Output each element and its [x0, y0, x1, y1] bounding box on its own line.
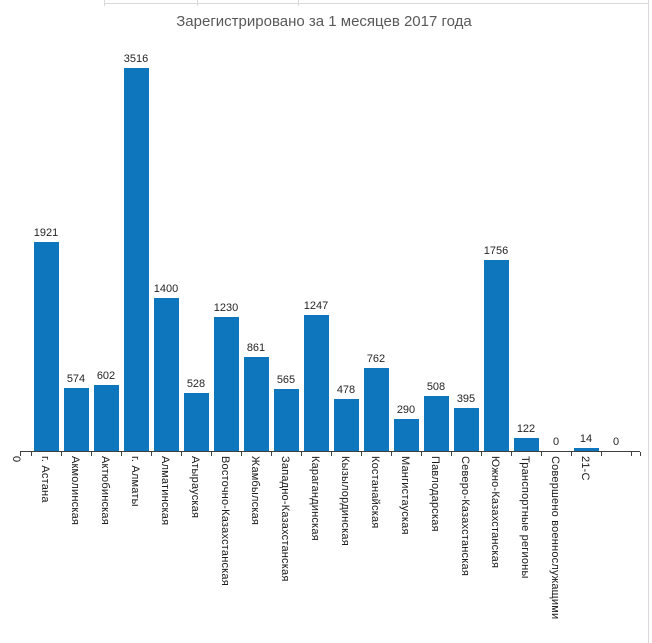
bar-category-label: Северо-Казахстанская: [459, 456, 471, 576]
origin-zero-label: 0: [10, 456, 22, 463]
bar-value-label: 861: [246, 342, 266, 354]
bar-category-label: Южно-Казахстанская: [489, 456, 501, 569]
frame-cell-divider: [197, 0, 198, 6]
bar: [513, 438, 539, 451]
axis-tick: [391, 452, 392, 456]
axis-tick: [361, 452, 362, 456]
bar-category-label: г. Алматы: [129, 456, 141, 507]
bar: [483, 260, 509, 451]
bar: [93, 385, 119, 451]
bar-value-label: 1756: [483, 245, 509, 257]
bar-category-label: Карагандинская: [309, 456, 321, 541]
bar: [63, 388, 89, 451]
bar: [453, 408, 479, 451]
bar: [33, 242, 59, 451]
bar-category-label: Мангистауская: [399, 456, 411, 535]
axis-tick: [151, 452, 152, 456]
bar: [363, 368, 389, 451]
chart-title: Зарегистрировано за 1 месяцев 2017 года: [176, 13, 472, 30]
axis-tick: [61, 452, 62, 456]
bar-value-label: 122: [516, 423, 536, 435]
bar-value-label: 478: [336, 384, 356, 396]
bar: [393, 419, 419, 451]
bar-value-label: 528: [186, 378, 206, 390]
bar-value-label: 14: [579, 433, 593, 445]
bar: [333, 399, 359, 451]
axis-tick: [301, 452, 302, 456]
axis-tick: [640, 452, 641, 456]
bar-value-label: 508: [426, 381, 446, 393]
bar-value-label: 574: [66, 373, 86, 385]
bar-category-label: Жамбылская: [249, 456, 261, 526]
bar-value-label: 1921: [33, 227, 59, 239]
bar: [213, 317, 239, 451]
bar-category-label: Алматинская: [159, 456, 171, 526]
axis-tick: [271, 452, 272, 456]
axis-tick: [601, 452, 602, 456]
bar-category-label: Совершено военнослужащими: [549, 456, 561, 620]
axis-tick: [541, 452, 542, 456]
bar: [243, 357, 269, 451]
bar-value-label: 602: [96, 370, 116, 382]
axis-tick: [331, 452, 332, 456]
bar-value-label: 762: [366, 353, 386, 365]
axis-tick: [451, 452, 452, 456]
bar: [123, 68, 149, 451]
bar-value-label: 3516: [123, 53, 149, 65]
bar-value-label: 1230: [213, 302, 239, 314]
bar-category-label: Атырауская: [189, 456, 201, 519]
axis-tick: [121, 452, 122, 456]
bar-category-label: г. Астана: [39, 456, 51, 503]
frame-cell-divider: [298, 0, 299, 6]
axis-tick: [31, 452, 32, 456]
bar-value-label: 395: [456, 393, 476, 405]
bar-category-label: Костанайская: [369, 456, 381, 529]
axis-tick: [181, 452, 182, 456]
axis-tick: [91, 452, 92, 456]
bar-category-label: Транспортные регионы: [519, 456, 531, 579]
bar-category-label: Актюбинская: [99, 456, 111, 525]
bar-value-label: 0: [552, 436, 560, 448]
bar: [183, 393, 209, 451]
frame-cell-divider: [104, 0, 105, 6]
axis-tick: [421, 452, 422, 456]
axis-tick: [241, 452, 242, 456]
axis-tick: [20, 452, 21, 456]
frame-top-line: [104, 3, 648, 4]
bar: [153, 298, 179, 451]
bar-category-label: Западно-Казахстанская: [279, 456, 291, 582]
bar-value-label: 565: [276, 374, 296, 386]
axis-tick: [511, 452, 512, 456]
bar-category-label: 21-С: [579, 456, 591, 481]
bar-value-label: 1247: [303, 300, 329, 312]
axis-tick: [571, 452, 572, 456]
x-axis: [20, 451, 640, 452]
bar: [303, 315, 329, 451]
bar-category-label: Кызылординская: [339, 456, 351, 546]
bar-category-label: Восточно-Казахстанская: [219, 456, 231, 586]
bar: [423, 396, 449, 451]
bar-value-label: 0: [612, 436, 620, 448]
frame-right-line: [648, 0, 649, 643]
bar-category-label: Павлодарская: [429, 456, 441, 532]
bar-value-label: 1400: [153, 283, 179, 295]
bar: [573, 448, 599, 451]
axis-tick: [631, 452, 632, 456]
bar-value-label: 290: [396, 404, 416, 416]
axis-tick: [481, 452, 482, 456]
bar-category-label: Акмолинская: [69, 456, 81, 526]
bar: [273, 389, 299, 451]
axis-tick: [211, 452, 212, 456]
